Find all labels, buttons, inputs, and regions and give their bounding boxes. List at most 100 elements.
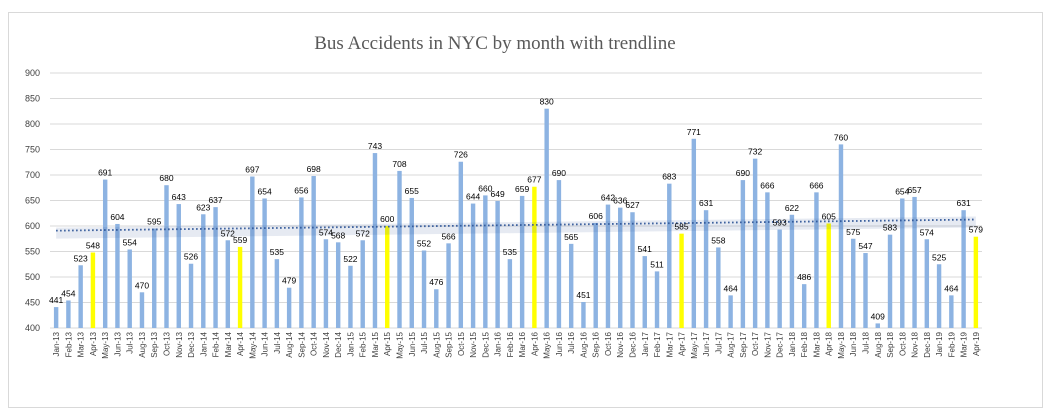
bar-Mar-15	[372, 153, 378, 328]
data-label: 470	[135, 280, 149, 290]
data-label: 585	[674, 222, 688, 232]
x-category-label: Aug-18	[874, 331, 883, 357]
x-category-label: Jul-16	[567, 331, 576, 353]
data-label: 486	[797, 272, 811, 282]
bar-Oct-17	[752, 158, 758, 328]
data-label: 698	[307, 164, 321, 174]
data-label: 525	[932, 252, 946, 262]
data-label: 441	[49, 295, 63, 305]
data-label: 464	[944, 283, 958, 293]
bar-Jul-16	[568, 243, 574, 328]
x-category-label: Jan-17	[641, 331, 650, 356]
bar-Jan-15	[348, 265, 353, 328]
bar-Mar-13	[78, 265, 83, 328]
data-label: 554	[123, 237, 137, 247]
data-label: 476	[429, 277, 443, 287]
bar-Apr-18	[826, 223, 831, 328]
x-category-label: Mar-18	[812, 331, 821, 357]
data-label: 649	[491, 189, 505, 199]
x-category-label: Jul-14	[273, 331, 282, 353]
data-label: 574	[319, 227, 333, 237]
data-label: 559	[233, 235, 247, 245]
bar-May-14	[250, 176, 255, 328]
bar-Jun-17	[703, 210, 709, 328]
x-category-label: Jul-13	[126, 331, 135, 353]
x-category-label: Mar-17	[665, 331, 674, 357]
bar-Dec-17	[777, 229, 782, 328]
x-axis-categories: Jan-13 Feb-13 Mar-13 Apr-13 May-13 Jun-13 Jul-…	[52, 331, 981, 358]
x-category-label: Mar-13	[77, 331, 86, 357]
x-category-label: Jun-15	[408, 331, 417, 356]
data-label: 566	[441, 231, 455, 241]
bar-Sep-13	[152, 228, 157, 328]
x-category-label: Oct-17	[751, 331, 760, 356]
trendline	[56, 216, 976, 239]
x-category-label: Oct-13	[163, 331, 172, 356]
x-category-label: Jun-18	[849, 331, 858, 356]
x-category-label: Apr-15	[383, 331, 392, 356]
bar-Dec-15	[483, 195, 488, 328]
data-label: 760	[834, 132, 848, 142]
data-label: 771	[687, 127, 701, 137]
data-label: 691	[98, 168, 112, 178]
x-category-label: Oct-16	[604, 331, 613, 356]
bar-Jan-14	[201, 214, 206, 328]
bar-Aug-14	[286, 287, 292, 328]
bar-Aug-13	[139, 292, 145, 328]
x-category-label: Aug-16	[579, 331, 588, 357]
bar-Sep-16	[593, 222, 598, 328]
x-category-label: Feb-17	[653, 331, 662, 357]
y-tick-label: 550	[25, 247, 40, 257]
x-category-label: Nov-13	[175, 331, 184, 357]
x-category-label: Aug-14	[285, 331, 294, 357]
x-category-label: Jan-15	[346, 331, 355, 356]
bar-Feb-15	[360, 240, 365, 328]
bar-Feb-17	[654, 271, 660, 328]
data-label: 697	[245, 165, 259, 175]
data-label: 572	[221, 228, 235, 238]
x-category-label: Mar-16	[518, 331, 527, 357]
data-label: 409	[871, 311, 885, 321]
bar-Nov-16	[618, 207, 623, 328]
bar-May-16	[544, 108, 549, 328]
bar-Apr-13	[90, 252, 96, 328]
data-label: 574	[920, 227, 934, 237]
bar-Mar-14	[225, 240, 231, 328]
data-label: 451	[576, 290, 590, 300]
x-category-label: Dec-17	[776, 331, 785, 357]
x-category-label: Feb-14	[212, 331, 221, 357]
bar-Oct-18	[900, 198, 905, 328]
data-label: 548	[86, 241, 100, 251]
x-category-label: Nov-18	[911, 331, 920, 357]
bar-May-15	[397, 170, 402, 328]
x-category-label: Apr-14	[236, 331, 245, 356]
x-category-label: Jul-18	[862, 331, 871, 353]
x-category-label: Feb-19	[947, 331, 956, 357]
trendline-line	[56, 218, 976, 232]
x-category-label: Sep-14	[297, 331, 306, 357]
bar-Nov-17	[765, 192, 770, 328]
x-category-label: Mar-15	[371, 331, 380, 357]
x-category-label: Jul-15	[420, 331, 429, 353]
bar-Feb-19	[949, 295, 954, 328]
data-label: 522	[343, 254, 357, 264]
data-label: 454	[61, 288, 75, 298]
x-category-label: May-14	[248, 331, 257, 358]
bar-Jan-16	[495, 201, 500, 328]
x-category-label: Nov-16	[616, 331, 625, 357]
data-label: 666	[760, 180, 774, 190]
x-category-label: May-13	[101, 331, 110, 358]
data-label: 605	[822, 211, 836, 221]
data-label: 541	[638, 244, 652, 254]
x-category-label: Jan-13	[52, 331, 61, 356]
bar-Jul-13	[127, 249, 132, 328]
data-label: 732	[748, 147, 762, 157]
bar-Aug-17	[728, 295, 733, 328]
bar-Sep-14	[299, 197, 304, 328]
data-label: 535	[503, 247, 517, 257]
x-category-label: Nov-17	[763, 331, 772, 357]
data-label: 677	[527, 175, 541, 185]
x-category-label: Jun-16	[555, 331, 564, 356]
data-label: 600	[380, 214, 394, 224]
